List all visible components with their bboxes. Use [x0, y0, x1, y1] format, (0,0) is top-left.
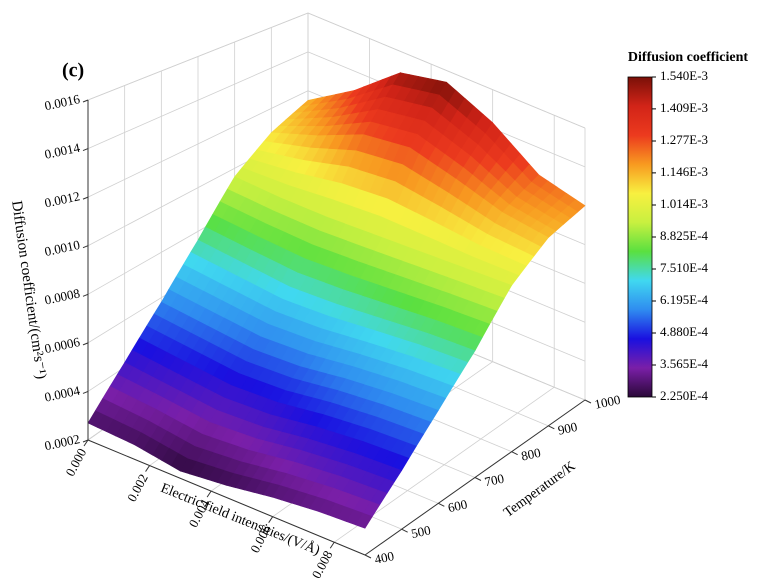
- y-tick-label: 800: [520, 445, 542, 464]
- colorbar-tick-label: 4.880E-4: [660, 324, 709, 339]
- x-tick: [83, 439, 89, 447]
- y-tick-label: 400: [373, 548, 395, 567]
- z-tick-label: 0.0014: [43, 140, 82, 162]
- y-tick-label: 700: [483, 471, 505, 490]
- box-edge: [307, 12, 586, 129]
- y-tick-label: 1000: [593, 392, 622, 412]
- axes-labels: 0.0002 0.0004 0.0006 0.0008 0.0010 0.0012 0.00…: [43, 91, 622, 581]
- colorbar-tick-label: 6.195E-4: [660, 292, 709, 307]
- z-tick: [82, 293, 89, 297]
- y-tick: [474, 477, 482, 481]
- y-tick: [584, 399, 592, 404]
- x-tick: [145, 465, 150, 472]
- z-tick-label: 0.0012: [43, 188, 81, 210]
- z-tick: [82, 99, 89, 103]
- z-axis-label: Diffusion coefficient/(cm²s⁻¹): [8, 200, 49, 381]
- z-tick-label: 0.0002: [43, 431, 81, 453]
- box-edge: [87, 12, 309, 101]
- z-tick: [82, 439, 89, 443]
- x-tick: [268, 516, 274, 523]
- z-tick: [82, 148, 89, 152]
- x-tick: [206, 490, 212, 498]
- colorbar-tick-label: 7.510E-4: [660, 260, 709, 275]
- x-tick-label: 0.000: [62, 446, 89, 479]
- z-tick: [82, 342, 89, 346]
- z-tick-label: 0.0010: [43, 237, 81, 259]
- y-tick: [438, 502, 445, 507]
- colorbar-title: Diffusion coefficient: [628, 50, 748, 65]
- colorbar-tick-label: 1.277E-3: [660, 132, 708, 147]
- colorbar-tick-label: 3.565E-4: [660, 356, 709, 371]
- surface-cell: [355, 512, 373, 529]
- x-tick-label: 0.002: [124, 471, 151, 504]
- y-tick: [548, 425, 555, 430]
- y-tick: [364, 554, 372, 559]
- surface: [87, 72, 586, 529]
- y-axis-label: Temperature/K: [501, 459, 578, 521]
- z-tick-label: 0.0008: [43, 285, 81, 307]
- z-tick: [82, 390, 89, 394]
- y-tick-label: 500: [410, 522, 432, 541]
- z-tick: [82, 196, 89, 200]
- colorbar-tick-label: 1.409E-3: [660, 100, 708, 115]
- y-tick-label: 900: [556, 419, 578, 438]
- colorbar-tick-label: 8.825E-4: [660, 228, 709, 243]
- z-tick-label: 0.0006: [43, 334, 82, 356]
- colorbar: [627, 76, 653, 398]
- colorbar-tick-label: 1.014E-3: [660, 196, 708, 211]
- y-tick: [511, 451, 518, 456]
- colorbar-tick-label: 1.540E-3: [660, 68, 708, 83]
- z-tick-label: 0.0004: [43, 383, 82, 405]
- y-tick: [401, 528, 408, 533]
- z-tick-label: 0.0016: [43, 91, 82, 113]
- panel-label: (c): [62, 60, 84, 82]
- x-axis: [87, 439, 366, 556]
- colorbar-tick-label: 1.146E-3: [660, 164, 708, 179]
- y-tick-label: 600: [446, 496, 468, 515]
- x-tick: [329, 541, 335, 549]
- colorbar-tick-label: 2.250E-4: [660, 388, 709, 403]
- z-tick: [82, 245, 89, 249]
